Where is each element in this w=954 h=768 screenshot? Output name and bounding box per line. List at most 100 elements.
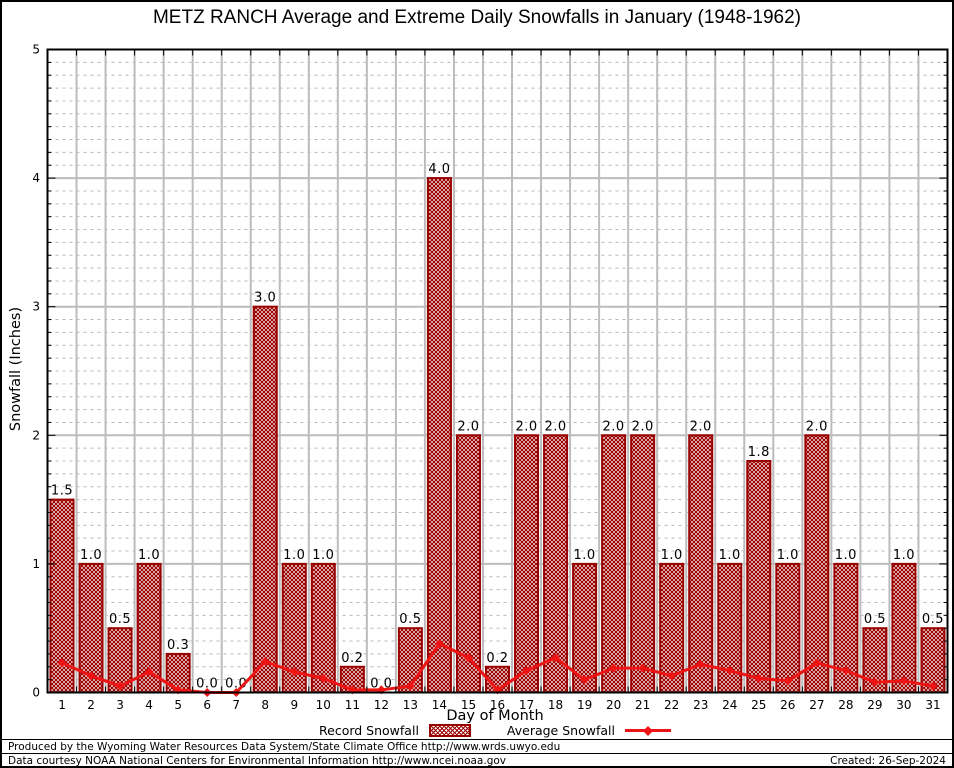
x-tick-label-30: 30	[896, 698, 911, 712]
bar-label-day-31: 0.5	[922, 612, 944, 627]
bar-label-day-1: 1.5	[51, 484, 73, 499]
x-tick-label-19: 19	[577, 698, 592, 712]
average-point-day-1	[57, 658, 67, 668]
x-tick-label-29: 29	[867, 698, 882, 712]
x-tick-label-1: 1	[58, 698, 66, 712]
average-point-day-31	[928, 681, 938, 691]
average-point-day-10	[318, 673, 328, 683]
average-point-day-14	[434, 639, 444, 649]
x-tick-label-26: 26	[780, 698, 795, 712]
grid-vertical-lines	[75, 49, 920, 693]
legend: Record Snowfall Average Snowfall	[45, 723, 945, 738]
legend-record-label: Record Snowfall	[319, 723, 419, 738]
bar-label-day-20: 2.0	[603, 419, 625, 434]
x-tick-label-27: 27	[809, 698, 824, 712]
bar-label-day-25: 1.8	[748, 445, 770, 460]
average-point-day-17	[522, 666, 532, 676]
bar-day-14	[426, 177, 452, 694]
bar-day-21	[630, 434, 656, 694]
bar-day-25	[746, 460, 772, 694]
average-point-day-26	[783, 676, 793, 686]
x-tick-label-6: 6	[203, 698, 211, 712]
bar-label-day-22: 1.0	[661, 548, 683, 563]
bar-label-day-9: 1.0	[283, 548, 305, 563]
record-snowfall-swatch	[428, 724, 471, 737]
x-tick-label-3: 3	[116, 698, 124, 712]
bar-label-day-28: 1.0	[835, 548, 857, 563]
snowfall-plot: 1.51.00.51.00.30.0 0.03.01.0 1.00.20.00.54…	[32, 43, 949, 712]
bar-label-day-11: 0.2	[341, 651, 363, 666]
average-snowfall-swatch	[624, 725, 671, 736]
x-tick-label-21: 21	[635, 698, 650, 712]
average-point-day-24	[725, 666, 735, 676]
bar-label-day-14: 4.0	[428, 162, 450, 177]
chart-title: METZ RANCH Average and Extreme Daily Sno…	[152, 7, 802, 28]
average-point-day-27	[812, 658, 822, 668]
average-point-day-18	[551, 653, 561, 663]
bar-value-labels: 1.51.00.51.00.30.0 0.03.01.0 1.00.20.00.54…	[51, 162, 944, 691]
x-tick-label-28: 28	[838, 698, 853, 712]
bar-label-day-6: 0.0	[196, 677, 218, 692]
bar-label-day-21: 2.0	[632, 419, 654, 434]
y-tick-label-4: 4	[32, 171, 40, 185]
bar-label-day-3: 0.5	[109, 612, 131, 627]
x-tick-label-10: 10	[316, 698, 331, 712]
footer-row-2: Data courtesy NOAA National Centers for …	[2, 753, 952, 767]
legend-average-label: Average Snowfall	[506, 723, 615, 738]
average-point-day-30	[899, 676, 909, 686]
average-point-day-29	[870, 677, 880, 687]
bar-day-10	[310, 562, 336, 694]
bar-label-day-16: 0.2	[486, 651, 508, 666]
bar-label-day-15: 2.0	[457, 419, 479, 434]
y-axis-label: Snowfall (Inches)	[8, 306, 24, 432]
bar-label-day-18: 2.0	[544, 419, 566, 434]
x-tick-labels: 1 2 3 4 5 6 7 8 9 10 11 12 13 14 15 16 17 18 19 20 21 22 23 24 2…	[58, 698, 940, 712]
bar-label-day-13: 0.5	[399, 612, 421, 627]
bar-label-day-29: 0.5	[864, 612, 886, 627]
average-point-day-23	[696, 659, 706, 669]
footer-data-courtesy: Data courtesy NOAA National Centers for …	[8, 755, 507, 767]
bar-label-day-26: 1.0	[777, 548, 799, 563]
x-tick-label-16: 16	[490, 698, 505, 712]
bar-day-17	[514, 434, 540, 694]
bar-label-day-19: 1.0	[574, 548, 596, 563]
y-tick-label-0: 0	[32, 686, 40, 700]
x-tick-label-23: 23	[693, 698, 708, 712]
bar-label-day-24: 1.0	[719, 548, 741, 563]
x-tick-label-5: 5	[174, 698, 182, 712]
bar-label-day-27: 2.0	[806, 419, 828, 434]
average-point-day-19	[580, 675, 590, 685]
average-point-day-8	[260, 657, 270, 667]
bar-label-day-2: 1.0	[80, 548, 102, 563]
bar-label-day-5: 0.3	[167, 638, 189, 653]
x-tick-label-8: 8	[261, 698, 269, 712]
x-tick-label-12: 12	[374, 698, 389, 712]
bar-label-day-23: 2.0	[690, 419, 712, 434]
x-tick-label-24: 24	[722, 698, 737, 712]
x-tick-label-22: 22	[664, 698, 679, 712]
footer-produced-by: Produced by the Wyoming Water Resources …	[2, 739, 952, 754]
average-point-day-9	[289, 667, 299, 677]
legend-item-average: Average Snowfall	[507, 723, 671, 738]
y-tick-label-3: 3	[32, 300, 40, 314]
x-axis-label: Day of Month	[446, 708, 544, 724]
x-tick-label-11: 11	[345, 698, 360, 712]
average-point-day-13	[405, 681, 415, 691]
x-tick-label-7: 7	[232, 698, 240, 712]
bar-label-day-17: 2.0	[515, 419, 537, 434]
x-tick-label-18: 18	[548, 698, 563, 712]
average-point-day-21	[638, 663, 648, 673]
y-tick-label-2: 2	[32, 428, 40, 442]
x-tick-label-2: 2	[87, 698, 95, 712]
bar-label-day-30: 1.0	[893, 548, 915, 563]
x-tick-label-13: 13	[403, 698, 418, 712]
x-tick-label-9: 9	[290, 698, 298, 712]
x-tick-label-15: 15	[461, 698, 476, 712]
bar-day-30	[891, 562, 917, 694]
bar-day-8	[252, 305, 278, 694]
bar-label-day-10: 1.0	[312, 548, 334, 563]
average-point-day-15	[463, 653, 473, 663]
y-tick-label-5: 5	[32, 43, 40, 57]
axis-ticks	[47, 49, 948, 693]
